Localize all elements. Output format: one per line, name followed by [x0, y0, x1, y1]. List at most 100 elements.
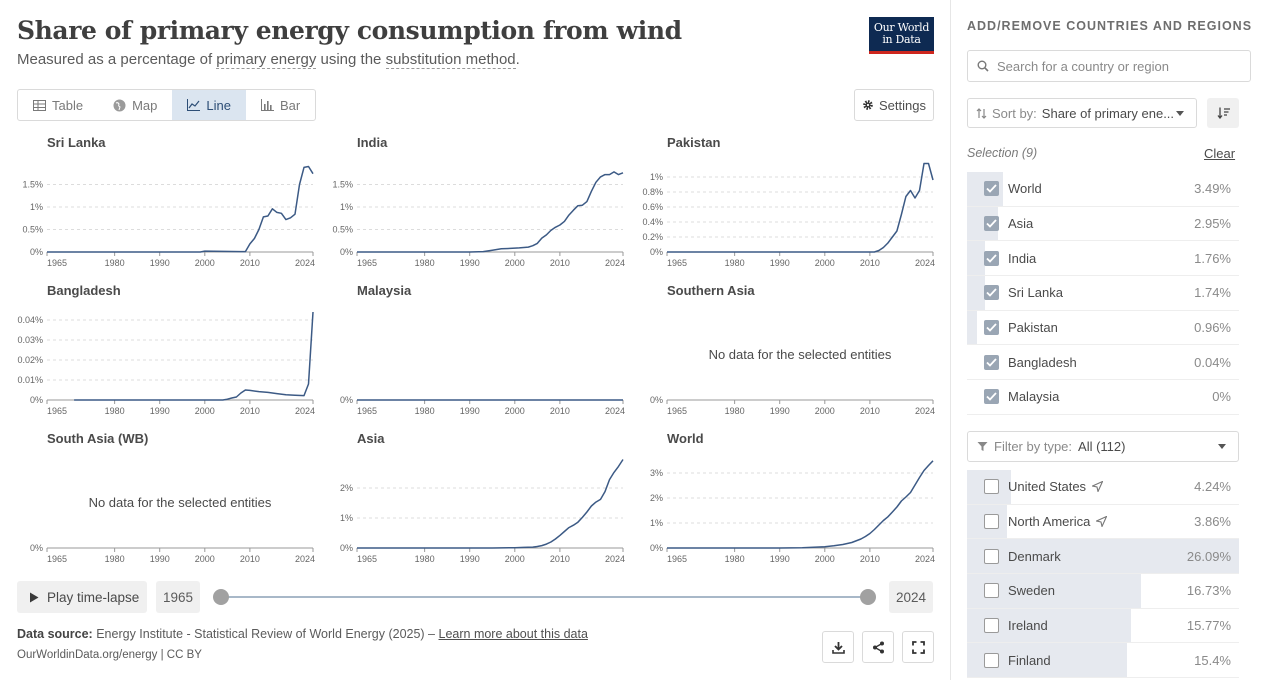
entity-checkbox[interactable] — [984, 216, 999, 232]
x-tick-label: 1980 — [415, 554, 435, 564]
source-label: Data source: — [17, 627, 93, 641]
entity-checkbox[interactable] — [984, 250, 999, 266]
x-tick-label: 1980 — [725, 554, 745, 564]
end-year-box[interactable]: 2024 — [889, 581, 933, 613]
y-tick-label: 3% — [650, 468, 663, 478]
entity-row[interactable]: North America 3.86% — [967, 504, 1239, 540]
x-tick-label: 1965 — [357, 406, 377, 416]
entity-name-wrap: Denmark — [1008, 549, 1061, 564]
y-tick-label: 1% — [30, 202, 43, 212]
entity-value: 3.86% — [1194, 514, 1231, 530]
filter-label: Filter by type: — [994, 439, 1073, 454]
tab-table[interactable]: Table — [18, 90, 98, 120]
y-tick-label: 0.01% — [17, 375, 43, 385]
entity-name: Sweden — [1008, 583, 1055, 599]
x-tick-label: 2010 — [860, 554, 880, 564]
entity-checkbox[interactable] — [984, 652, 999, 668]
entity-row[interactable]: Sri Lanka 1.74% — [967, 276, 1239, 311]
entity-row[interactable]: United States 4.24% — [967, 470, 1239, 505]
entity-row[interactable]: Bangladesh 0.04% — [967, 345, 1239, 381]
download-icon — [831, 641, 845, 654]
entity-row[interactable]: Malaysia 0% — [967, 380, 1239, 415]
entity-name: North America — [1008, 514, 1091, 530]
small-multiples-chart: Sri Lanka 0% 0.5% 1% 1.5% 1965 1980 1990 2000 201… — [17, 135, 935, 564]
x-tick-label: 2024 — [295, 406, 315, 416]
entity-row[interactable]: Pakistan 0.96% — [967, 310, 1239, 346]
entity-checkbox[interactable] — [984, 514, 999, 530]
sort-direction-button[interactable] — [1207, 98, 1239, 128]
chart-panel-3: Bangladesh 0% 0.01% 0.02% 0.03% 0.04% 1965 1980… — [17, 283, 315, 416]
start-year-box[interactable]: 1965 — [156, 581, 200, 613]
entity-row[interactable]: Finland 15.4% — [967, 643, 1239, 679]
panel-title: Malaysia — [357, 283, 412, 298]
globe-icon — [113, 99, 126, 111]
entity-name: Sri Lanka — [1008, 285, 1063, 301]
chart-panel-2: Pakistan 0% 0.2% 0.4% 0.6% 0.8% 1% 1965 1980 1990… — [642, 135, 935, 268]
x-tick-label: 1990 — [770, 406, 790, 416]
x-tick-label: 2024 — [915, 406, 935, 416]
x-tick-label: 2010 — [860, 258, 880, 268]
x-tick-label: 2024 — [605, 406, 625, 416]
primary-energy-link[interactable]: primary energy — [216, 51, 317, 69]
share-button[interactable] — [862, 631, 894, 663]
x-tick-label: 2024 — [605, 258, 625, 268]
clear-selection-button[interactable]: Clear — [1204, 146, 1236, 161]
learn-more-link[interactable]: Learn more about this data — [438, 627, 588, 641]
series-line — [47, 165, 314, 253]
entity-checkbox[interactable] — [984, 354, 999, 370]
entity-row[interactable]: World 3.49% — [967, 172, 1239, 207]
entity-value: 0% — [1212, 389, 1231, 405]
panel-title: Sri Lanka — [47, 135, 106, 150]
entity-value: 16.73% — [1186, 583, 1231, 599]
sort-dropdown[interactable]: Sort by: Share of primary ene... — [967, 98, 1197, 128]
entity-checkbox[interactable] — [984, 389, 999, 405]
start-year-handle[interactable] — [213, 589, 229, 605]
entity-checkbox[interactable] — [984, 181, 999, 197]
entity-name-wrap: Asia — [1008, 216, 1033, 231]
download-button[interactable] — [822, 631, 854, 663]
credit-line: OurWorldinData.org/energy | CC BY — [17, 649, 202, 661]
x-tick-label: 2010 — [550, 258, 570, 268]
owid-logo[interactable]: Our World in Data — [869, 17, 934, 54]
y-tick-label: 0% — [650, 395, 663, 405]
search-input[interactable] — [997, 58, 1237, 74]
y-tick-label: 0% — [30, 247, 43, 257]
entity-name-wrap: Sweden — [1008, 583, 1055, 598]
play-icon — [30, 592, 39, 602]
entity-value: 1.74% — [1194, 285, 1231, 301]
entity-row[interactable]: Sweden 16.73% — [967, 574, 1239, 609]
play-timelapse-button[interactable]: Play time-lapse — [17, 581, 147, 613]
end-year-handle[interactable] — [860, 589, 876, 605]
entity-row[interactable]: India 1.76% — [967, 241, 1239, 277]
panel-title: Bangladesh — [47, 283, 121, 298]
substitution-method-link[interactable]: substitution method — [385, 51, 516, 69]
search-box — [967, 50, 1251, 82]
tab-bar[interactable]: Bar — [246, 90, 315, 120]
chevron-down-icon — [1218, 444, 1226, 449]
entity-row[interactable]: Ireland 15.77% — [967, 608, 1239, 644]
x-tick-label: 2010 — [240, 554, 260, 564]
sort-value: Share of primary ene... — [1041, 105, 1175, 121]
selected-entities-list: World 3.49% Asia 2.95% India 1.76% Sri Lanka 1.… — [967, 172, 1239, 415]
entity-checkbox[interactable] — [984, 548, 999, 564]
entity-row[interactable]: Asia 2.95% — [967, 206, 1239, 242]
entity-checkbox[interactable] — [984, 583, 999, 599]
tab-line[interactable]: Line — [172, 90, 246, 120]
timeline-track[interactable] — [221, 596, 868, 598]
entity-checkbox[interactable] — [984, 320, 999, 336]
tab-table-label: Table — [52, 97, 84, 113]
entity-checkbox[interactable] — [984, 285, 999, 301]
filter-type-dropdown[interactable]: Filter by type: All (112) — [967, 431, 1239, 462]
entity-checkbox[interactable] — [984, 618, 999, 634]
settings-button[interactable]: Settings — [854, 89, 934, 121]
y-tick-label: 0.4% — [642, 217, 663, 227]
entity-checkbox[interactable] — [984, 479, 999, 495]
tab-map[interactable]: Map — [98, 90, 172, 120]
entity-row[interactable]: Denmark 26.09% — [967, 539, 1239, 575]
table-icon — [33, 99, 46, 111]
x-tick-label: 1990 — [460, 554, 480, 564]
x-tick-label: 2010 — [550, 554, 570, 564]
y-tick-label: 1% — [340, 513, 353, 523]
y-tick-label: 0.6% — [642, 202, 663, 212]
fullscreen-button[interactable] — [902, 631, 934, 663]
